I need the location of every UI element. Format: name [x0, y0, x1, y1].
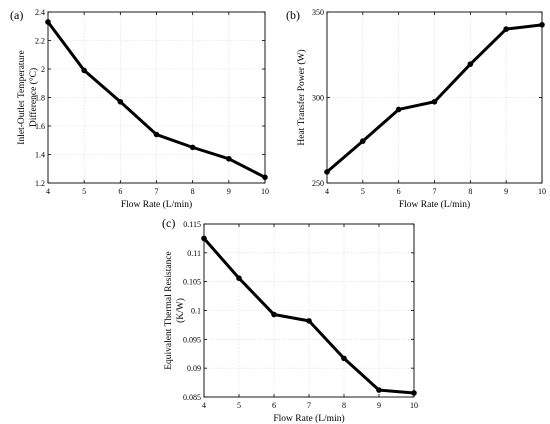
data-point [360, 138, 366, 144]
x-tick-label: 6 [118, 187, 122, 196]
y-tick-label: 1.6 [35, 122, 45, 131]
panel-a: 4 5 6 7 8 9 10 1.2 1.4 1.6 1.8 2 2.2 2.4 Flow Rate (L/… [10, 8, 269, 210]
y-tick-label: 0.09 [187, 364, 201, 373]
y-tick-label: 350 [312, 8, 324, 17]
y-axis-label: Difference (°C) [28, 68, 39, 127]
y-tick-label: 2.2 [35, 37, 45, 46]
data-point [376, 387, 382, 393]
data-point [539, 22, 545, 28]
y-axis-label: Heat Transfer Power (W) [296, 49, 307, 145]
data-point [45, 19, 51, 25]
x-tick-label: 9 [227, 187, 231, 196]
x-tick-label: 6 [397, 187, 401, 196]
x-tick-label: 4 [202, 401, 206, 410]
y-tick-label: 0.095 [183, 335, 201, 344]
data-point [411, 390, 417, 396]
data-point [306, 318, 312, 324]
x-tick-label: 10 [538, 187, 546, 196]
data-point [226, 155, 232, 162]
x-axis-label: Flow Rate (L/min) [121, 199, 192, 210]
data-point [153, 131, 160, 138]
data-point [271, 311, 277, 318]
y-tick-label: 2.4 [35, 8, 45, 17]
x-tick-label: 7 [155, 187, 159, 196]
x-tick-label: 5 [82, 187, 86, 196]
x-tick-label: 5 [361, 187, 365, 196]
y-axis-label: Inlet-Outlet Temperature [17, 50, 27, 144]
data-point [324, 169, 330, 175]
y-tick-label: 300 [312, 94, 324, 103]
panel-label: (b) [286, 8, 300, 22]
y-axis-label: Equivalent Thermal Resistance [164, 251, 174, 370]
x-tick-label: 9 [504, 187, 508, 196]
x-tick-label: 6 [272, 401, 276, 410]
series-line [202, 237, 415, 395]
series-line [326, 23, 543, 174]
data-point [236, 275, 242, 282]
data-point [467, 61, 474, 67]
panel-label: (a) [10, 8, 23, 22]
x-tick-label: 7 [307, 401, 311, 410]
y-tick-label: 1.8 [35, 94, 45, 103]
panel-b: 4 5 6 7 8 9 10 250 300 350 Flow Rate (L/min) Heat T… [286, 8, 546, 210]
x-tick-label: 7 [433, 187, 437, 196]
data-point [81, 67, 87, 74]
y-tick-label: 0.085 [183, 393, 201, 402]
x-tick-label: 8 [191, 187, 195, 196]
y-tick-label: 2 [41, 65, 45, 74]
x-tick-label: 5 [237, 401, 241, 410]
data-point [262, 174, 268, 181]
y-axis-label: (K/W) [175, 298, 186, 323]
data-point [117, 98, 124, 105]
x-tick-label: 10 [410, 401, 418, 410]
panel-label: (c) [162, 216, 175, 230]
data-point [189, 144, 196, 151]
x-tick-label: 8 [468, 187, 472, 196]
panel-c: 4 5 6 7 8 9 10 0.085 0.09 0.095 0.1 0.105 0.11 0.115 F… [162, 216, 418, 424]
x-tick-label: 10 [261, 187, 269, 196]
y-tick-label: 0.11 [187, 249, 201, 258]
x-tick-label: 4 [325, 187, 329, 196]
y-tick-label: 250 [312, 179, 324, 188]
x-tick-label: 4 [46, 187, 50, 196]
y-tick-label: 1.2 [35, 179, 45, 188]
x-tick-label: 8 [342, 401, 346, 410]
y-tick-label: 0.115 [183, 220, 201, 229]
y-tick-label: 1.4 [35, 151, 45, 160]
data-point [503, 26, 509, 32]
data-point [341, 355, 347, 362]
y-tick-label: 0.105 [183, 278, 201, 287]
x-axis-label: Flow Rate (L/min) [273, 413, 344, 424]
x-axis-label: Flow Rate (L/min) [399, 199, 470, 210]
data-point [431, 98, 438, 105]
data-point [201, 235, 207, 242]
x-tick-label: 9 [377, 401, 381, 410]
y-tick-label: 0.1 [191, 307, 201, 316]
data-point [395, 106, 402, 113]
